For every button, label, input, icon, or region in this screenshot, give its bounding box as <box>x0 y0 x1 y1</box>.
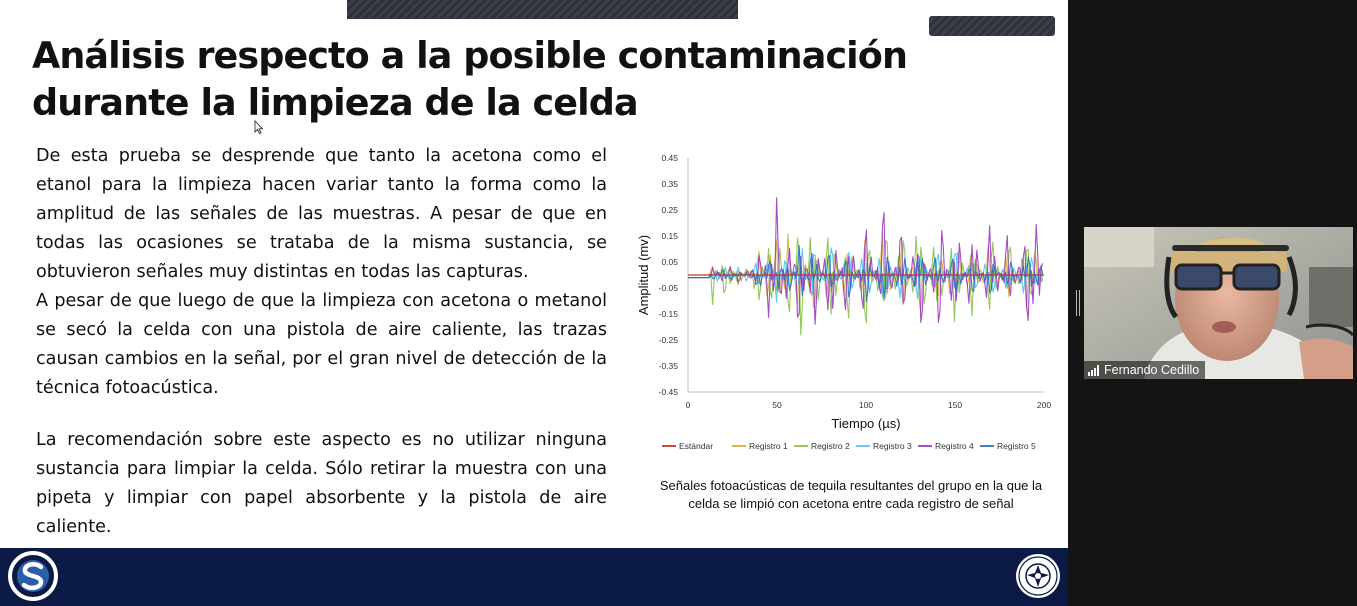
x-tick-label: 100 <box>859 400 873 410</box>
legend-label: Registro 3 <box>873 441 912 451</box>
photoacoustic-signal-chart: 0.45 0.35 0.25 0.15 0.05 -0.05 -0.15 -0.25 -0.35… <box>636 153 1051 451</box>
y-tick-label: 0.05 <box>661 257 678 267</box>
panel-resize-handle[interactable] <box>1076 290 1080 316</box>
y-tick-label: -0.25 <box>659 335 679 345</box>
participant-video-feed <box>1084 227 1353 379</box>
x-tick-label: 150 <box>948 400 962 410</box>
presenter-control-bar[interactable] <box>929 16 1055 36</box>
x-tick-label: 200 <box>1037 400 1051 410</box>
slide-footer <box>0 548 1068 606</box>
paragraph-2: A pesar de que luego de que la limpieza … <box>36 291 607 398</box>
paragraph-1: De esta prueba se desprende que tanto la… <box>36 146 607 282</box>
screen-share-toolbar[interactable] <box>347 0 738 19</box>
signal-strength-icon <box>1088 364 1099 376</box>
slide-body-text: De esta prueba se desprende que tanto la… <box>36 142 607 542</box>
participant-name-tag: Fernando Cedillo <box>1084 361 1206 379</box>
y-tick-label: -0.35 <box>659 361 679 371</box>
y-tick-label: -0.05 <box>659 283 679 293</box>
x-tick-label: 50 <box>772 400 782 410</box>
y-tick-label: -0.15 <box>659 309 679 319</box>
presentation-slide: Análisis respecto a la posible contamina… <box>0 0 1068 606</box>
x-tick-label: 0 <box>686 400 691 410</box>
y-tick-label: 0.25 <box>661 205 678 215</box>
figure-caption: Señales fotoacústicas de tequila resulta… <box>659 478 1043 511</box>
y-tick-label: 0.35 <box>661 179 678 189</box>
legend-label: Registro 1 <box>749 441 788 451</box>
participant-name: Fernando Cedillo <box>1104 363 1200 377</box>
y-tick-label: 0.15 <box>661 231 678 241</box>
legend-label: Registro 5 <box>997 441 1036 451</box>
participant-video-tile[interactable]: Fernando Cedillo <box>1084 227 1353 379</box>
university-seal-icon <box>1016 554 1060 598</box>
paragraph-3: La recomendación sobre este aspecto es n… <box>36 430 607 537</box>
slide-title: Análisis respecto a la posible contamina… <box>32 34 908 124</box>
y-axis-title: Amplitud (mv) <box>636 235 651 315</box>
institution-s-logo-icon <box>8 551 58 601</box>
y-tick-label: 0.45 <box>661 153 678 163</box>
mouse-cursor-icon <box>254 120 264 134</box>
x-axis-title: Tiempo (µs) <box>831 416 900 431</box>
legend-label: Estándar <box>679 441 713 451</box>
legend-label: Registro 4 <box>935 441 974 451</box>
y-tick-label: -0.45 <box>659 387 679 397</box>
legend-label: Registro 2 <box>811 441 850 451</box>
